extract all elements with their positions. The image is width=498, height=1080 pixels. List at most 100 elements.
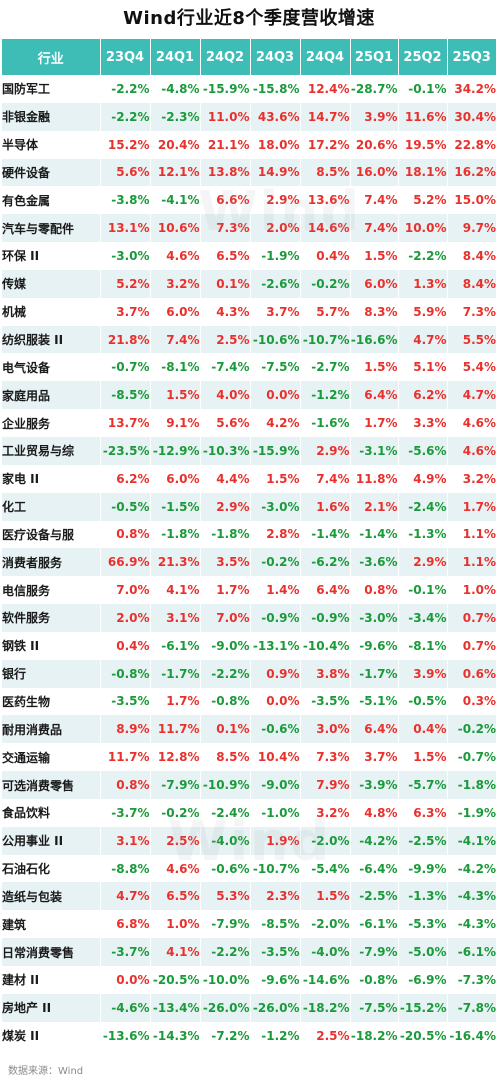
industry-name: 国防军工 bbox=[2, 75, 101, 103]
growth-cell: 3.2% bbox=[300, 798, 351, 827]
growth-cell: 6.0% bbox=[350, 269, 399, 298]
growth-cell: -6.9% bbox=[398, 966, 448, 994]
growth-table: 行业 23Q4 24Q1 24Q2 24Q3 24Q4 25Q1 25Q2 25… bbox=[2, 39, 496, 1050]
growth-cell: -1.0% bbox=[250, 798, 301, 827]
growth-cell: 0.8% bbox=[350, 576, 399, 605]
growth-cell: -6.2% bbox=[300, 548, 351, 577]
growth-cell: 7.4% bbox=[350, 186, 399, 215]
table-row: 公用事业 II 3.1% 2.5% -4.0% 1.9% -2.0% -4.2% -2.5% -… bbox=[2, 826, 496, 855]
growth-cell: 8.5% bbox=[200, 743, 251, 772]
growth-cell: 0.4% bbox=[100, 631, 151, 660]
growth-cell: 17.2% bbox=[300, 130, 351, 159]
growth-cell: -0.2% bbox=[150, 798, 201, 827]
table-row: 化工 -0.5% -1.5% 2.9% -3.0% 1.6% 2.1% -2.4% 1.7% bbox=[2, 492, 496, 521]
growth-cell: 3.7% bbox=[250, 297, 301, 326]
growth-cell: -15.9% bbox=[250, 436, 301, 465]
growth-cell: 4.0% bbox=[200, 381, 251, 410]
table-body: 国防军工 -2.2% -4.8% -15.9% -15.8% 12.4% -28.7% -0.… bbox=[2, 75, 496, 1050]
growth-cell: 1.7% bbox=[447, 492, 496, 521]
growth-cell: 2.5% bbox=[200, 325, 251, 354]
growth-cell: 1.7% bbox=[350, 409, 399, 437]
industry-name: 消费者服务 bbox=[2, 548, 101, 577]
growth-cell: 0.1% bbox=[200, 269, 251, 298]
growth-cell: 21.1% bbox=[200, 130, 251, 159]
growth-cell: -6.1% bbox=[150, 631, 201, 660]
growth-cell: 0.4% bbox=[300, 242, 351, 270]
growth-cell: -1.5% bbox=[150, 492, 201, 521]
growth-cell: -8.1% bbox=[150, 353, 201, 382]
growth-cell: 0.7% bbox=[447, 631, 496, 660]
growth-cell: -10.0% bbox=[200, 966, 251, 994]
growth-cell: -4.3% bbox=[447, 910, 496, 939]
growth-cell: -16.6% bbox=[350, 325, 399, 354]
growth-cell: 2.9% bbox=[398, 548, 448, 577]
industry-name: 电气设备 bbox=[2, 353, 101, 382]
growth-cell: 14.9% bbox=[250, 158, 301, 187]
growth-cell: -20.5% bbox=[398, 1021, 448, 1050]
table-row: 银行 -0.8% -1.7% -2.2% 0.9% 3.8% -1.7% 3.9% 0.6% bbox=[2, 659, 496, 688]
growth-cell: -26.0% bbox=[250, 993, 301, 1022]
growth-cell: -5.4% bbox=[300, 854, 351, 883]
growth-cell: -2.2% bbox=[398, 242, 448, 270]
growth-cell: 2.0% bbox=[100, 604, 151, 632]
growth-cell: 7.0% bbox=[200, 604, 251, 632]
growth-cell: 6.2% bbox=[398, 381, 448, 410]
growth-cell: -18.2% bbox=[350, 1021, 399, 1050]
growth-cell: 4.1% bbox=[150, 938, 201, 966]
growth-cell: -3.9% bbox=[350, 771, 399, 799]
growth-cell: -5.7% bbox=[398, 771, 448, 799]
industry-name: 可选消费零售 bbox=[2, 771, 101, 799]
growth-cell: 2.8% bbox=[250, 520, 301, 549]
growth-cell: -14.6% bbox=[300, 966, 351, 994]
growth-cell: -4.1% bbox=[447, 826, 496, 855]
growth-cell: -2.2% bbox=[200, 659, 251, 688]
growth-cell: 16.0% bbox=[350, 158, 399, 187]
table-row: 国防军工 -2.2% -4.8% -15.9% -15.8% 12.4% -28.7% -0.… bbox=[2, 75, 496, 103]
table-row: 消费者服务 66.9% 21.3% 3.5% -0.2% -6.2% -3.6% 2.9% 1.… bbox=[2, 548, 496, 577]
growth-cell: -9.9% bbox=[398, 854, 448, 883]
growth-cell: -3.0% bbox=[250, 492, 301, 521]
industry-name: 传媒 bbox=[2, 269, 101, 298]
growth-cell: 8.4% bbox=[447, 242, 496, 270]
table-title: Wind行业近8个季度营收增速 bbox=[123, 8, 375, 29]
growth-cell: -1.8% bbox=[447, 771, 496, 799]
industry-name: 非银金融 bbox=[2, 102, 101, 131]
growth-cell: -7.5% bbox=[350, 993, 399, 1022]
table-row: 软件服务 2.0% 3.1% 7.0% -0.9% -0.9% -3.0% -3.4% 0.7% bbox=[2, 604, 496, 632]
growth-cell: -1.9% bbox=[250, 242, 301, 270]
growth-cell: 6.5% bbox=[150, 882, 201, 911]
growth-cell: 5.3% bbox=[200, 882, 251, 911]
growth-cell: 3.5% bbox=[200, 548, 251, 577]
growth-cell: -7.4% bbox=[200, 353, 251, 382]
header-23q4: 23Q4 bbox=[100, 39, 151, 75]
growth-cell: -1.4% bbox=[300, 520, 351, 549]
growth-cell: 2.9% bbox=[250, 186, 301, 215]
industry-name: 日常消费零售 bbox=[2, 938, 101, 966]
growth-cell: 0.3% bbox=[447, 687, 496, 716]
industry-name: 电信服务 bbox=[2, 576, 101, 605]
growth-cell: -28.7% bbox=[350, 75, 399, 103]
growth-cell: 0.0% bbox=[250, 687, 301, 716]
header-industry: 行业 bbox=[2, 39, 101, 75]
growth-cell: -7.8% bbox=[447, 993, 496, 1022]
growth-cell: -16.4% bbox=[447, 1021, 496, 1050]
growth-cell: 6.4% bbox=[300, 576, 351, 605]
table-row: 日常消费零售 -3.7% 4.1% -2.2% -3.5% -4.0% -7.9% -5.0%… bbox=[2, 938, 496, 966]
table-row: 造纸与包装 4.7% 6.5% 5.3% 2.3% 1.5% -2.5% -1.3% -4.3% bbox=[2, 882, 496, 911]
table-row: 电气设备 -0.7% -8.1% -7.4% -7.5% -2.7% 1.5% 5.1% 5.4… bbox=[2, 353, 496, 382]
growth-cell: 11.6% bbox=[398, 102, 448, 131]
growth-cell: -0.1% bbox=[398, 576, 448, 605]
growth-cell: -5.6% bbox=[398, 436, 448, 465]
growth-cell: -10.9% bbox=[200, 771, 251, 799]
growth-cell: 3.0% bbox=[300, 715, 351, 744]
growth-cell: -4.0% bbox=[300, 938, 351, 966]
growth-cell: 3.3% bbox=[398, 409, 448, 437]
growth-cell: 3.2% bbox=[150, 269, 201, 298]
growth-cell: -7.9% bbox=[350, 938, 399, 966]
growth-cell: -2.2% bbox=[100, 102, 151, 131]
growth-cell: -3.0% bbox=[350, 604, 399, 632]
growth-cell: 20.4% bbox=[150, 130, 201, 159]
growth-cell: 2.1% bbox=[350, 492, 399, 521]
growth-cell: -9.6% bbox=[250, 966, 301, 994]
growth-cell: 0.0% bbox=[250, 381, 301, 410]
